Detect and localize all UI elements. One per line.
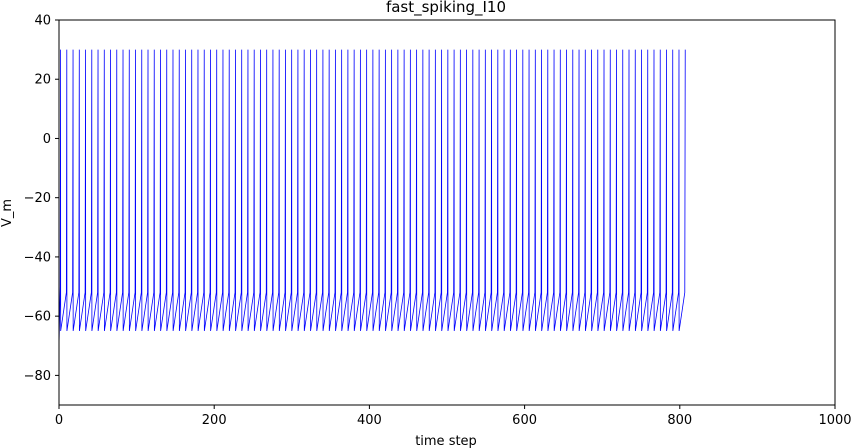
plot-area xyxy=(58,49,686,346)
y-tick-label: −80 xyxy=(24,369,51,384)
x-tick-label: 1000 xyxy=(818,413,851,428)
chart-title: fast_spiking_I10 xyxy=(386,0,506,17)
x-tick-label: 200 xyxy=(202,413,227,428)
y-tick-label: 20 xyxy=(34,73,51,88)
x-tick-label: 0 xyxy=(55,413,63,428)
x-axis-label: time step xyxy=(415,434,477,448)
y-tick-label: 40 xyxy=(34,14,51,29)
axes: 0 200 400 600 800 1000 −80 −60 −40 −20 0 20 40 xyxy=(24,14,851,429)
y-tick-label: −60 xyxy=(24,310,51,325)
y-axis-label: V_m xyxy=(0,199,15,227)
x-tick-label: 800 xyxy=(667,413,692,428)
y-tick-label: −40 xyxy=(24,250,51,265)
axes-frame xyxy=(58,19,836,406)
y-tick-label: 0 xyxy=(43,132,51,147)
x-tick-label: 600 xyxy=(512,413,537,428)
series-line xyxy=(58,49,686,346)
y-tick-label: −20 xyxy=(24,191,51,206)
x-tick-label: 400 xyxy=(357,413,382,428)
